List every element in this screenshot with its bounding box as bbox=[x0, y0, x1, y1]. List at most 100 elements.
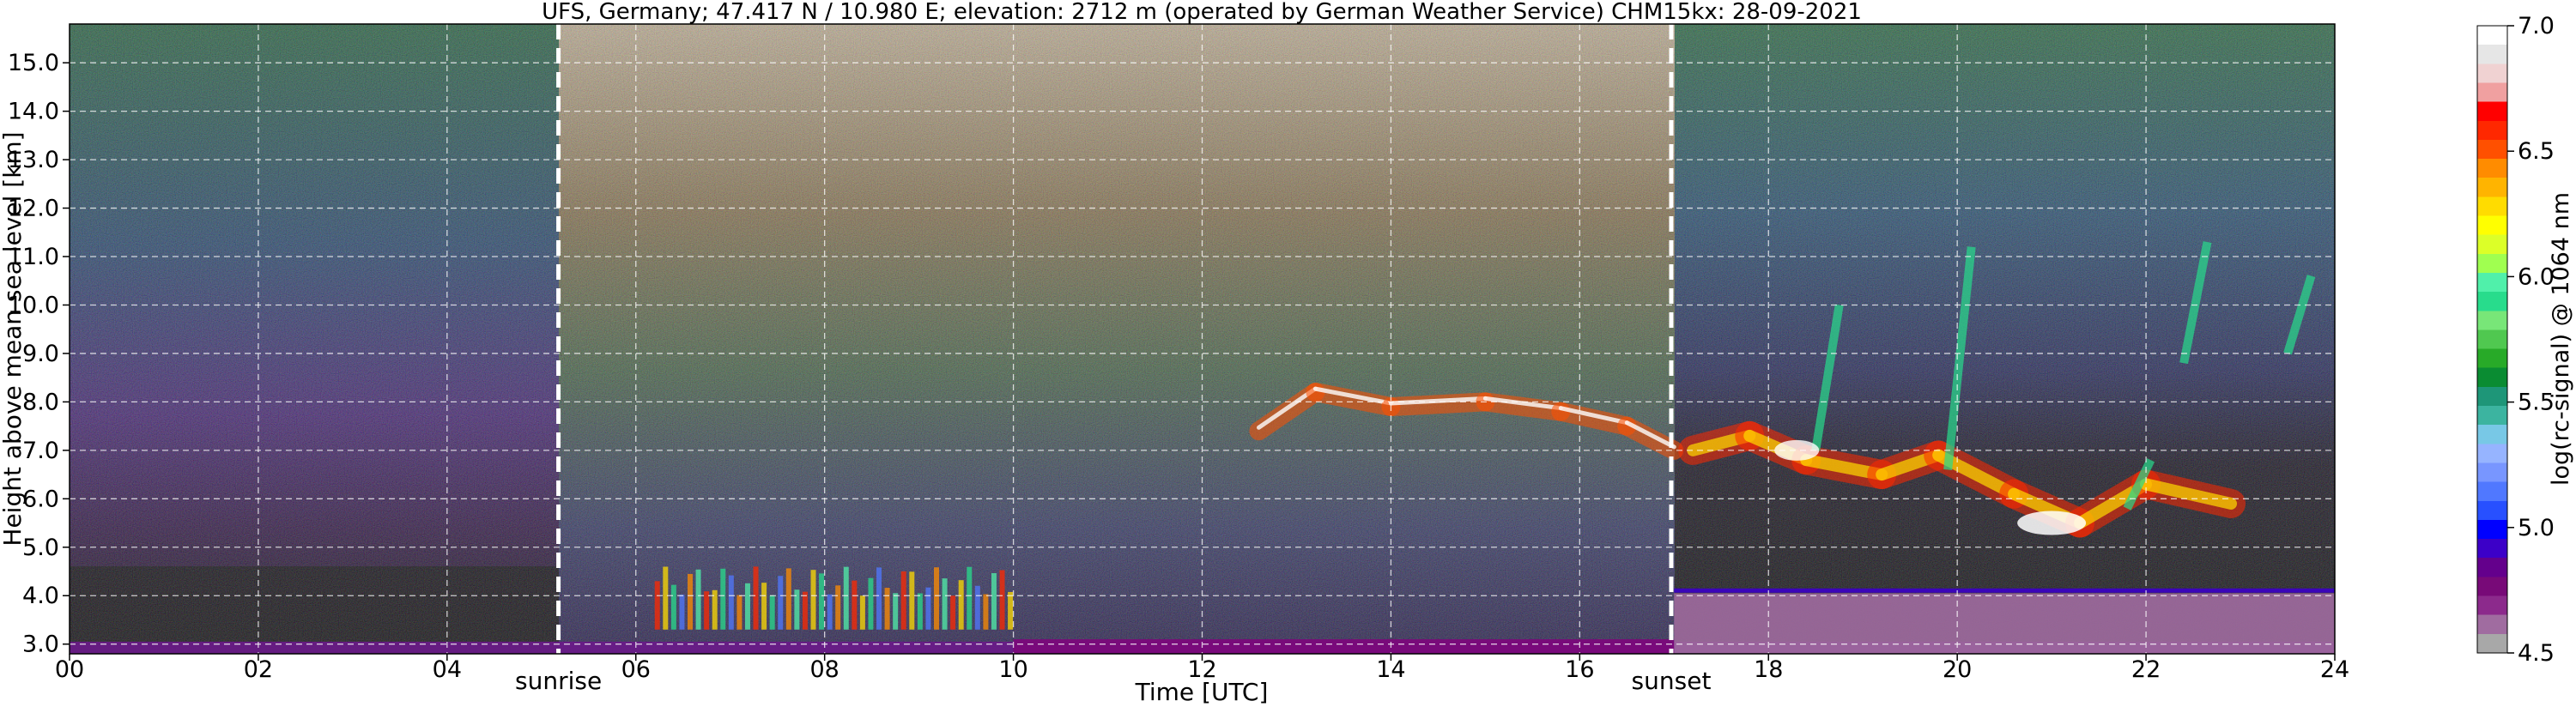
plume-stripe bbox=[679, 594, 685, 630]
plume-stripe bbox=[1008, 591, 1014, 630]
y-tick-label: 4.0 bbox=[22, 583, 59, 609]
fall-streak bbox=[1811, 304, 1844, 451]
plume-stripe bbox=[663, 566, 669, 630]
plume-stripe bbox=[933, 567, 939, 630]
x-tick-label: 00 bbox=[55, 656, 84, 683]
plume-stripe bbox=[712, 589, 718, 630]
colorbar-tick-label: 5.5 bbox=[2518, 390, 2555, 416]
plume-stripe bbox=[942, 578, 948, 630]
plume-stripe bbox=[704, 591, 710, 630]
fall-streak bbox=[2283, 275, 2316, 355]
y-axis-label: Height above mean sea level [km] bbox=[0, 131, 27, 546]
y-axis: 3.0 4.0 5.0 6.0 7.0 8.0 9.0 10.0 11.0 12.0 13.0 14.… bbox=[8, 50, 70, 658]
x-tick-label: 16 bbox=[1565, 656, 1594, 683]
plume-stripe bbox=[785, 568, 791, 630]
grid bbox=[70, 24, 2335, 654]
x-tick-label: 10 bbox=[998, 656, 1027, 683]
y-tick-label: 8.0 bbox=[22, 389, 59, 415]
colorbar-label: log(rc-signal) @ 1064 nm bbox=[2548, 192, 2574, 486]
plume-stripe bbox=[744, 583, 750, 630]
plume-stripe bbox=[917, 593, 923, 630]
plume-stripe bbox=[720, 568, 726, 630]
plume-stripe bbox=[728, 575, 734, 630]
plume-stripe bbox=[769, 595, 775, 630]
plume-stripe bbox=[876, 567, 882, 630]
plume-stripe bbox=[991, 572, 997, 630]
plume-stripe bbox=[819, 573, 825, 630]
mid-cloud-top bbox=[1256, 386, 1318, 430]
plume-stripe bbox=[753, 566, 759, 630]
mid-cloud-segment bbox=[1306, 383, 1401, 417]
mid-cloud-segment bbox=[1476, 392, 1571, 421]
x-tick-label: 22 bbox=[2131, 656, 2161, 683]
plume-stripe bbox=[900, 571, 906, 630]
x-tick-label: 06 bbox=[621, 656, 651, 683]
sunset-label: sunset bbox=[1632, 667, 1712, 695]
y-tick-label: 6.0 bbox=[22, 486, 59, 512]
plume-stripe bbox=[909, 571, 915, 630]
mid-cloud-segment bbox=[1381, 392, 1495, 417]
mid-cloud-top bbox=[1388, 396, 1488, 406]
low-cloud-top bbox=[1674, 588, 2335, 593]
plume-stripe bbox=[695, 569, 701, 630]
plume-stripe bbox=[999, 570, 1005, 630]
low-cloud-layer bbox=[1674, 593, 2335, 654]
plume-stripe bbox=[688, 573, 694, 630]
plume-stripe bbox=[827, 594, 833, 630]
plume-stripe bbox=[859, 595, 865, 630]
plume-stripe bbox=[974, 585, 980, 630]
chart-title: UFS, Germany; 47.417 N / 10.980 E; eleva… bbox=[542, 0, 1862, 25]
sunrise-label: sunrise bbox=[515, 667, 602, 695]
plume-stripe bbox=[983, 594, 989, 630]
x-tick-label: 12 bbox=[1187, 656, 1216, 683]
plume-stripe bbox=[761, 583, 767, 630]
y-tick-label: 7.0 bbox=[22, 438, 59, 464]
colorbar-scale bbox=[2476, 25, 2508, 654]
plume-stripe bbox=[925, 587, 931, 630]
surface-layer-day bbox=[1013, 639, 1675, 654]
plume-stripe bbox=[670, 584, 676, 630]
plume-stripe bbox=[778, 576, 784, 630]
plume-stripe bbox=[868, 577, 874, 630]
y-tick-label: 11.0 bbox=[8, 244, 59, 270]
plume-stripe bbox=[950, 595, 956, 630]
y-tick-label: 10.0 bbox=[8, 292, 59, 318]
colorbar-tick-label: 5.0 bbox=[2518, 515, 2555, 541]
colorbar-tick-label: 6.0 bbox=[2518, 263, 2555, 290]
fall-streak bbox=[1943, 246, 1976, 470]
colorbar: 4.5 5.0 5.5 6.0 6.5 7.0 bbox=[2476, 13, 2555, 667]
sun-event-lines bbox=[556, 24, 1674, 654]
cirrus-core bbox=[2140, 478, 2238, 510]
x-tick-label: 20 bbox=[1943, 656, 1972, 683]
plume-stripe bbox=[958, 580, 964, 630]
y-tick-label: 5.0 bbox=[22, 535, 59, 561]
plume-stripe bbox=[893, 593, 899, 630]
bright-cloud-core bbox=[2017, 511, 2087, 535]
mid-cloud-top bbox=[1312, 386, 1393, 406]
fall-streak bbox=[2123, 457, 2155, 511]
y-tick-label: 13.0 bbox=[8, 147, 59, 173]
plume-stripe bbox=[810, 570, 816, 630]
x-tick-label: 14 bbox=[1376, 656, 1405, 683]
plume-stripe bbox=[736, 595, 742, 630]
y-tick-label: 3.0 bbox=[22, 631, 59, 658]
colorbar-tick-label: 6.5 bbox=[2518, 138, 2555, 165]
y-tick-label: 15.0 bbox=[8, 50, 59, 76]
plume-stripe bbox=[967, 566, 973, 630]
plume-stripe bbox=[884, 588, 890, 630]
mid-cloud-segment bbox=[1551, 402, 1637, 436]
mid-cloud-top bbox=[1558, 406, 1629, 426]
plume-stripe bbox=[852, 580, 858, 630]
x-tick-label: 02 bbox=[244, 656, 273, 683]
y-tick-label: 12.0 bbox=[8, 196, 59, 222]
mid-cloud-segment bbox=[1617, 416, 1684, 460]
bright-cloud-core bbox=[1774, 439, 1820, 461]
x-axis-label: Time [UTC] bbox=[1135, 678, 1269, 706]
y-tick-label: 9.0 bbox=[22, 341, 59, 367]
plume-stripe bbox=[794, 589, 800, 630]
fall-streak bbox=[2179, 241, 2212, 365]
mid-cloud-top bbox=[1482, 396, 1563, 411]
x-tick-label: 18 bbox=[1754, 656, 1783, 683]
plume-stripe bbox=[843, 566, 849, 630]
